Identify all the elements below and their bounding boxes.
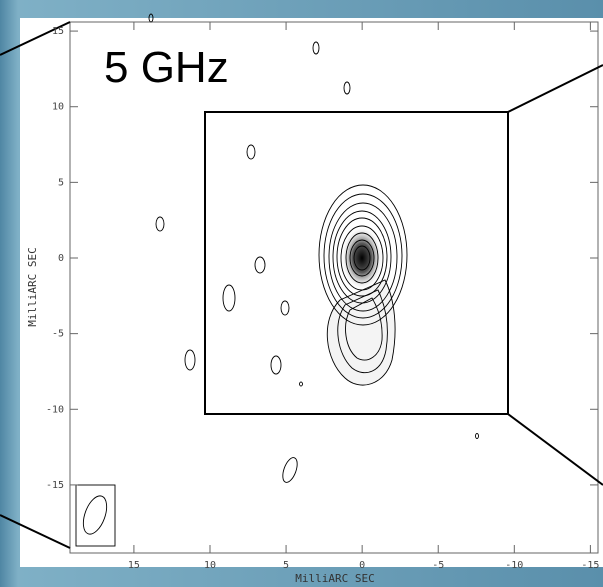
y-tick-label: 10 (52, 102, 64, 113)
annotation: 5 GHz (104, 43, 229, 92)
y-tick-label: 15 (52, 26, 64, 37)
x-axis-label: MilliARC SEC (295, 572, 374, 585)
x-tick-label: -5 (432, 560, 444, 571)
x-tick-label: -15 (581, 560, 599, 571)
chart: 5 GHz MilliARC SEC MilliARC SEC 15 10 5 0 -5… (0, 0, 603, 587)
x-tick-label: 10 (204, 560, 216, 571)
y-tick-label: -15 (46, 480, 64, 491)
y-axis-label: MilliARC SEC (26, 247, 39, 326)
x-tick-label: -10 (505, 560, 523, 571)
y-tick-label: -10 (46, 404, 64, 415)
x-tick-label: 5 (283, 560, 289, 571)
page: {"chart_data": {"type": "contour", "anno… (0, 0, 603, 587)
y-tick-label: -5 (52, 329, 64, 340)
y-tick-label: 0 (58, 253, 64, 264)
y-tick-label: 5 (58, 177, 64, 188)
x-tick-label: 0 (359, 560, 365, 571)
x-tick-label: 15 (128, 560, 140, 571)
